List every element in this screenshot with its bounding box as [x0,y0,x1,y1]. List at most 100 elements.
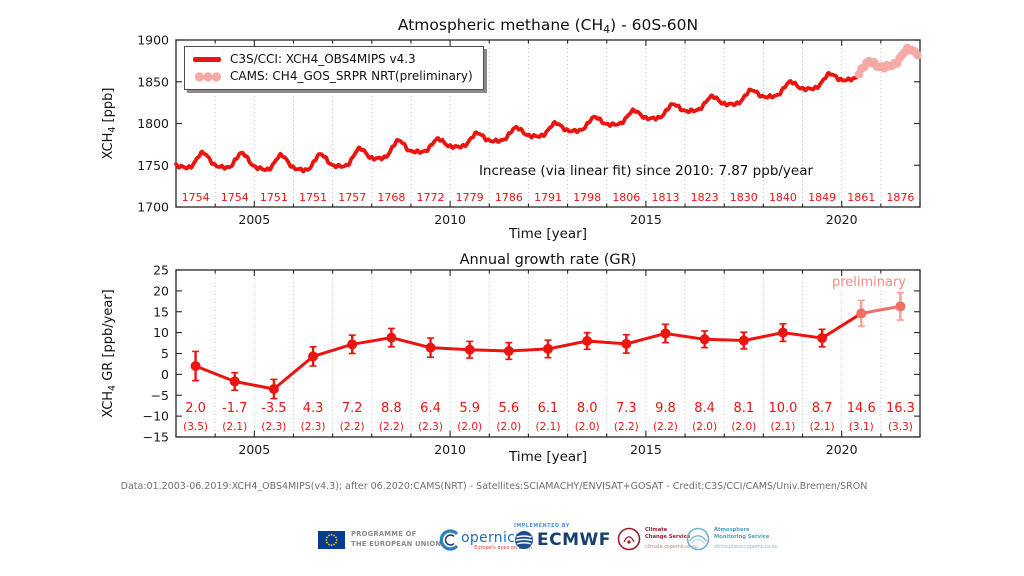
annual-mean-label: 1772 [417,191,445,204]
y-tick-label: 1800 [137,116,169,131]
y-tick-label: −15 [143,430,169,445]
c3s-url: climate.copernicus.eu [645,544,698,550]
cams-dot [913,50,922,60]
gr-point [621,338,632,349]
gr-uncertainty-label: (2.0) [457,421,482,433]
gr-uncertainty-label: (2.2) [379,421,404,433]
title-text-2: ) - 60S-60N [610,16,698,34]
gr-uncertainty-label: (2.1) [222,421,247,433]
y-tick-label: 20 [153,283,169,298]
eu-text-line2: THE EUROPEAN UNION [351,539,442,548]
bottom-chart-plot-area: 2005 2010 2015 2020 −15 −10 −5 0 5 10 15 20 25 2.0 (3.… [143,263,921,457]
gr-point [582,335,593,346]
gr-point [817,333,828,344]
annual-mean-label: 1751 [299,191,327,204]
x-tick-label: 2015 [630,442,662,457]
x-tick-label: 2015 [630,212,662,227]
preliminary-label: preliminary [831,275,906,290]
gr-value-label: 14.6 [847,401,876,416]
annual-mean-label: 1786 [495,191,523,204]
x-tick-label: 2005 [238,442,270,457]
annual-mean-label: 1791 [534,191,562,204]
annual-mean-label: 1861 [847,191,875,204]
ecmwf-globe-icon [515,531,533,549]
y-tick-label: −10 [143,409,169,424]
annual-mean-label: 1823 [691,191,719,204]
ecmwf-wordmark-row: ECMWF [514,530,611,550]
gr-value-label: 5.9 [459,401,480,416]
red-line-swatch-icon [193,56,221,62]
y-tick-label: 5 [161,346,169,361]
ylabel-text-2: GR [ppb/year] [101,289,116,385]
legend: C3S/CCI: XCH4_OBS4MIPS v4.3 ●●● CAMS: CH… [184,46,484,90]
gr-point [777,327,788,338]
c3s-text-line2: Change Service [645,533,691,540]
annual-mean-label: 1754 [182,191,210,204]
annual-mean-label: 1754 [221,191,249,204]
y-tick-label: 15 [153,304,169,319]
gr-point [386,332,397,343]
top-chart-plot-area: 2005 2010 2015 2020 1700 1750 1800 1850 1900 1754… [137,33,922,227]
legend-entry-obs4mips: C3S/CCI: XCH4_OBS4MIPS v4.3 [193,52,473,66]
top-yaxis-label: XCH4 [ppb] [101,88,118,160]
y-tick-label: 25 [153,263,169,278]
gr-uncertainty-label: (2.0) [496,421,521,433]
ecmwf-wordmark: ECMWF [537,530,611,550]
gr-value-label: 8.4 [694,401,715,416]
gr-point [190,361,201,372]
data-credit-line: Data:01.2003-06.2019:XCH4_OBS4MIPS(v4.3)… [120,481,868,492]
annual-mean-label: 1757 [338,191,366,204]
x-tick-label: 2010 [434,442,466,457]
title-subscript: 4 [603,23,610,36]
y-tick-label: 1850 [137,74,169,89]
y-tick-label: 1900 [137,33,169,48]
gr-value-label: 5.6 [498,401,519,416]
gr-value-label: 6.1 [538,401,559,416]
gr-uncertainty-label: (2.2) [653,421,678,433]
bottom-xaxis-label: Time [year] [508,449,587,465]
annual-mean-label: 1830 [730,191,758,204]
x-tick-label: 2005 [238,212,270,227]
gr-uncertainty-label: (2.3) [261,421,286,433]
gr-uncertainty-label: (2.1) [770,421,795,433]
gr-value-label: 16.3 [886,401,915,416]
y-tick-label: 1700 [137,200,169,215]
gr-uncertainty-label: (3.5) [183,421,208,433]
increase-annotation: Increase (via linear fit) since 2010: 7.… [478,163,814,179]
y-tick-label: −5 [151,388,169,403]
x-tick-label: 2010 [434,212,466,227]
gr-uncertainty-label: (2.0) [692,421,717,433]
copernicus-wordmark: opernicus [461,529,532,546]
gr-value-label: 10.0 [768,401,797,416]
gr-point [699,334,710,345]
eu-programme-text: PROGRAMME OF THE EUROPEAN UNION [351,530,441,549]
annual-mean-label: 1876 [886,191,914,204]
gr-value-label: 8.0 [577,401,598,416]
annual-mean-label: 1849 [808,191,836,204]
gr-value-label: 8.1 [733,401,754,416]
ylabel-subscript: 4 [107,127,118,133]
gr-point [464,344,475,355]
gr-value-label: -1.7 [222,401,247,416]
gr-point [660,328,671,339]
gr-uncertainty-label: (2.0) [731,421,756,433]
legend-label: CAMS: CH4_GOS_SRPR NRT(preliminary) [230,69,473,83]
gr-uncertainty-label: (3.3) [888,421,913,433]
annual-mean-label: 1798 [573,191,601,204]
ylabel-text: XCH [101,133,116,160]
gr-uncertainty-label: (2.2) [614,421,639,433]
annual-mean-label: 1779 [456,191,484,204]
gr-point [543,343,553,354]
cams-text-line2: Monitoring Service [714,533,770,540]
gr-value-label: 7.3 [616,401,637,416]
gr-value-label: 2.0 [185,401,206,416]
ecmwf-logo: IMPLEMENTED BY ECMWF [514,524,611,550]
bottom-chart-title: Annual growth rate (GR) [460,252,637,268]
climate-change-service-icon [617,527,641,551]
x-tick-label: 2020 [826,442,858,457]
legend-label: C3S/CCI: XCH4_OBS4MIPS v4.3 [230,52,416,66]
copernicus-text: opernicus Europe's eyes on Earth [461,530,532,551]
gr-uncertainty-label: (3.1) [849,421,874,433]
